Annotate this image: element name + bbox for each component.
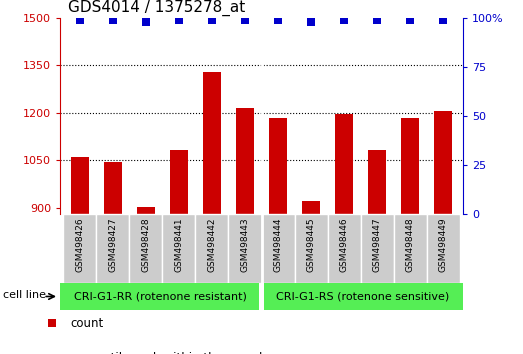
Text: GSM498428: GSM498428 <box>141 218 151 272</box>
Bar <box>360 214 393 283</box>
Bar <box>401 119 419 354</box>
Point <box>109 17 117 23</box>
Bar <box>60 283 259 310</box>
Text: GSM498443: GSM498443 <box>241 218 249 272</box>
Point <box>439 17 447 23</box>
Text: count: count <box>70 317 104 330</box>
Text: GSM498445: GSM498445 <box>306 218 315 272</box>
Point <box>208 17 216 23</box>
Bar <box>203 72 221 354</box>
Bar <box>130 214 163 283</box>
Point <box>406 17 414 23</box>
Bar <box>236 108 254 354</box>
Bar <box>327 214 360 283</box>
Point <box>307 19 315 24</box>
Point <box>340 17 348 23</box>
Point <box>142 19 150 24</box>
Text: GSM498449: GSM498449 <box>439 218 448 272</box>
Bar <box>71 157 89 354</box>
Point <box>373 17 381 23</box>
Bar <box>262 214 294 283</box>
Bar <box>294 214 327 283</box>
Point <box>274 17 282 23</box>
Text: GSM498442: GSM498442 <box>208 218 217 272</box>
Point <box>76 17 84 23</box>
Bar <box>229 214 262 283</box>
Text: GSM498448: GSM498448 <box>405 218 415 272</box>
Text: percentile rank within the sample: percentile rank within the sample <box>70 352 270 354</box>
Bar <box>368 150 386 354</box>
Point <box>175 17 183 23</box>
Text: GSM498446: GSM498446 <box>339 218 348 272</box>
Bar <box>264 283 463 310</box>
Bar <box>434 110 452 354</box>
Bar <box>170 150 188 354</box>
Bar <box>427 214 460 283</box>
Text: GSM498441: GSM498441 <box>175 218 184 272</box>
Text: GDS4014 / 1375278_at: GDS4014 / 1375278_at <box>68 0 245 16</box>
Bar <box>63 214 96 283</box>
Bar <box>104 162 122 354</box>
Text: GSM498427: GSM498427 <box>108 218 118 272</box>
Bar <box>163 214 196 283</box>
Text: cell line: cell line <box>3 290 46 300</box>
Bar <box>335 114 353 354</box>
Bar <box>196 214 229 283</box>
Text: CRI-G1-RS (rotenone sensitive): CRI-G1-RS (rotenone sensitive) <box>276 291 449 302</box>
Text: CRI-G1-RR (rotenone resistant): CRI-G1-RR (rotenone resistant) <box>74 291 247 302</box>
Bar <box>96 214 130 283</box>
Point <box>48 321 56 326</box>
Text: GSM498447: GSM498447 <box>372 218 382 272</box>
Bar <box>393 214 427 283</box>
Bar <box>269 119 287 354</box>
Text: GSM498444: GSM498444 <box>274 218 282 272</box>
Text: GSM498426: GSM498426 <box>75 218 84 272</box>
Bar <box>302 201 320 354</box>
Point <box>241 17 249 23</box>
Bar <box>137 207 155 354</box>
